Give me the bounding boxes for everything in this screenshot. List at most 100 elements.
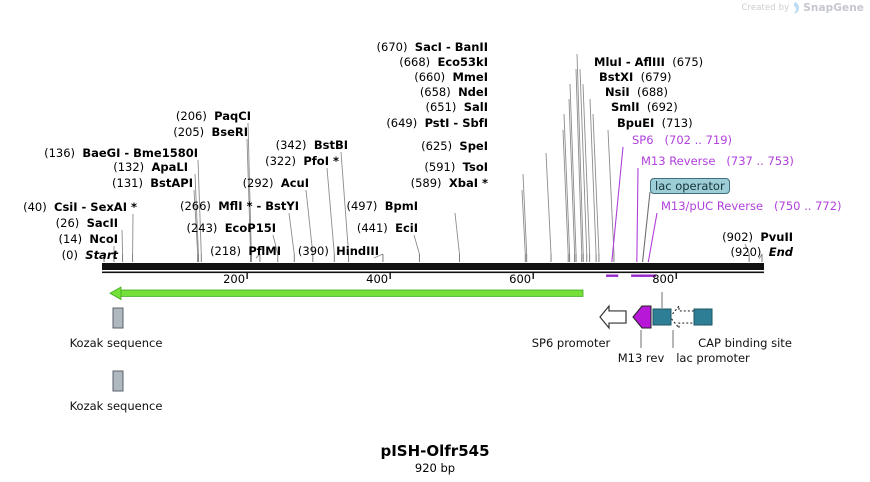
enzyme-name: AcuI: [280, 176, 309, 190]
enzyme-position: (132): [113, 160, 145, 174]
enzyme-label-mlui: MluI - AflIII (675): [594, 56, 703, 68]
enzyme-position: (441): [356, 221, 388, 235]
enzyme-position: (292): [242, 176, 274, 190]
enzyme-label-saci: (670) SacI - BanII: [0, 41, 488, 53]
feature-label-m13-puc-reverse: M13/pUC Reverse (750 .. 772): [661, 200, 842, 212]
enzyme-label-sacii: (26) SacII: [0, 217, 118, 229]
ruler-tick-label-400: 400: [366, 272, 389, 286]
plasmid-length: 920 bp: [414, 461, 456, 475]
enzyme-name: End: [768, 245, 793, 259]
enzyme-position: (266): [179, 199, 211, 213]
enzyme-label-apali: (132) ApaLI: [0, 161, 188, 173]
enzyme-name: SacI - BanII: [414, 40, 488, 54]
enzyme-name: PflMI: [248, 244, 281, 258]
enzyme-label-start: (0) Start: [0, 249, 118, 261]
enzyme-position: (497): [346, 199, 378, 213]
enzyme-position: (688): [637, 85, 668, 99]
enzyme-position: (243): [186, 221, 218, 235]
enzyme-label-tsoi: (591) TsoI: [0, 161, 488, 173]
enzyme-name: EcoP15I: [224, 221, 276, 235]
enzyme-position: (0): [61, 248, 78, 262]
orf-arrow-head: [109, 286, 122, 301]
enzyme-position: (205): [173, 125, 205, 139]
enzyme-name: BstXI: [599, 70, 634, 84]
enzyme-position: (920): [730, 245, 762, 259]
enzyme-position: (625): [421, 139, 453, 153]
feature-range: (737 .. 753): [726, 154, 794, 168]
enzyme-label-bpuei: BpuEI (713): [617, 117, 693, 129]
kozak-sequence-box: [112, 307, 124, 329]
enzyme-position: (649): [386, 116, 418, 130]
enzyme-label-mmei: (660) MmeI: [0, 71, 488, 83]
enzyme-name: BseRI: [211, 125, 248, 139]
ruler-tick-label-800: 800: [652, 272, 675, 286]
track-feature-label-cap-binding-site: CAP binding site: [698, 336, 792, 350]
ruler-tick: [675, 272, 677, 279]
feature-label-sp6: SP6 (702 .. 719): [632, 134, 732, 146]
enzyme-label-bstbi: (342) BstBI: [0, 139, 348, 151]
enzyme-label-end: (920) End: [0, 246, 793, 258]
enzyme-name: HindIII: [336, 244, 379, 258]
enzyme-name: MmeI: [452, 70, 488, 84]
kozak-sequence-label: Kozak sequence: [69, 336, 163, 350]
enzyme-name: SpeI: [459, 139, 488, 153]
enzyme-label-eco53ki: (668) Eco53kI: [0, 56, 488, 68]
enzyme-name: NsiI: [605, 85, 630, 99]
enzyme-label-bstapi: (131) BstAPI: [0, 177, 193, 189]
enzyme-position: (131): [112, 176, 143, 190]
enzyme-position: (322): [265, 154, 297, 168]
track-feature-label-sp6-promoter: SP6 promoter: [531, 336, 611, 350]
enzyme-position: (679): [640, 70, 672, 84]
kozak-sequence-box: [112, 370, 124, 392]
enzyme-position: (651): [425, 100, 457, 114]
enzyme-label-bseri: (205) BseRI: [0, 126, 248, 138]
enzyme-name: EciI: [395, 221, 418, 235]
enzyme-position: (670): [376, 40, 408, 54]
enzyme-name: BaeGI - Bme1580I: [82, 146, 198, 160]
enzyme-name: ApaLI: [151, 160, 189, 174]
leader-line: [579, 68, 588, 255]
ruler-tick: [389, 272, 391, 279]
ruler-tick-label-200: 200: [223, 272, 246, 286]
leader-line: [575, 68, 583, 255]
enzyme-label-sali: (651) SalI: [0, 101, 488, 113]
feature-leader-line: [611, 146, 624, 263]
enzyme-name: SmlI: [611, 100, 640, 114]
enzyme-position: (14): [58, 232, 83, 246]
enzyme-label-ecii: (441) EciI: [0, 222, 418, 234]
enzyme-position: (26): [55, 216, 80, 230]
enzyme-label-psti: (649) PstI - SbfI: [0, 117, 488, 129]
enzyme-label-acui: (292) AcuI: [0, 177, 309, 189]
leader-line: [521, 189, 526, 255]
enzyme-label-bpmi: (497) BpmI: [0, 200, 418, 212]
enzyme-position: (692): [646, 100, 678, 114]
enzyme-label-baegi: (136) BaeGI - Bme1580I: [0, 147, 198, 159]
track-feature-label-lac-promoter: lac promoter: [676, 351, 750, 365]
enzyme-name: SalI: [463, 100, 488, 114]
page-title: pISH-Olfr545: [380, 442, 490, 460]
ruler-tick: [246, 272, 248, 279]
leader-line: [569, 83, 577, 255]
enzyme-position: (342): [275, 138, 307, 152]
enzyme-label-spei: (625) SpeI: [0, 140, 488, 152]
primer-underbar: [631, 274, 643, 277]
kozak-sequence-label: Kozak sequence: [69, 399, 163, 413]
enzyme-label-ndei: (658) NdeI: [0, 86, 488, 98]
enzyme-position: (589): [410, 176, 442, 190]
enzyme-position: (40): [23, 200, 47, 214]
feature-arrow-filled: [632, 305, 652, 329]
enzyme-position: (136): [44, 146, 76, 160]
enzyme-label-bstxi: BstXI (679): [599, 71, 672, 83]
enzyme-position: (675): [672, 55, 704, 69]
enzyme-name: NdeI: [458, 85, 488, 99]
feature-range: (702 .. 719): [664, 133, 733, 147]
enzyme-position: (206): [175, 109, 207, 123]
enzyme-label-hindiii: (390) HindIII: [0, 245, 379, 257]
orf-arrow-body: [118, 289, 584, 297]
enzyme-label-smli: SmlI (692): [611, 101, 678, 113]
enzyme-name: CsiI - SexAI *: [54, 200, 137, 214]
enzyme-name: XbaI *: [448, 176, 488, 190]
ruler-bar: [102, 263, 764, 270]
enzyme-label-pfoi: (322) PfoI *: [0, 155, 339, 167]
snapgene-logo-icon: [792, 2, 800, 14]
